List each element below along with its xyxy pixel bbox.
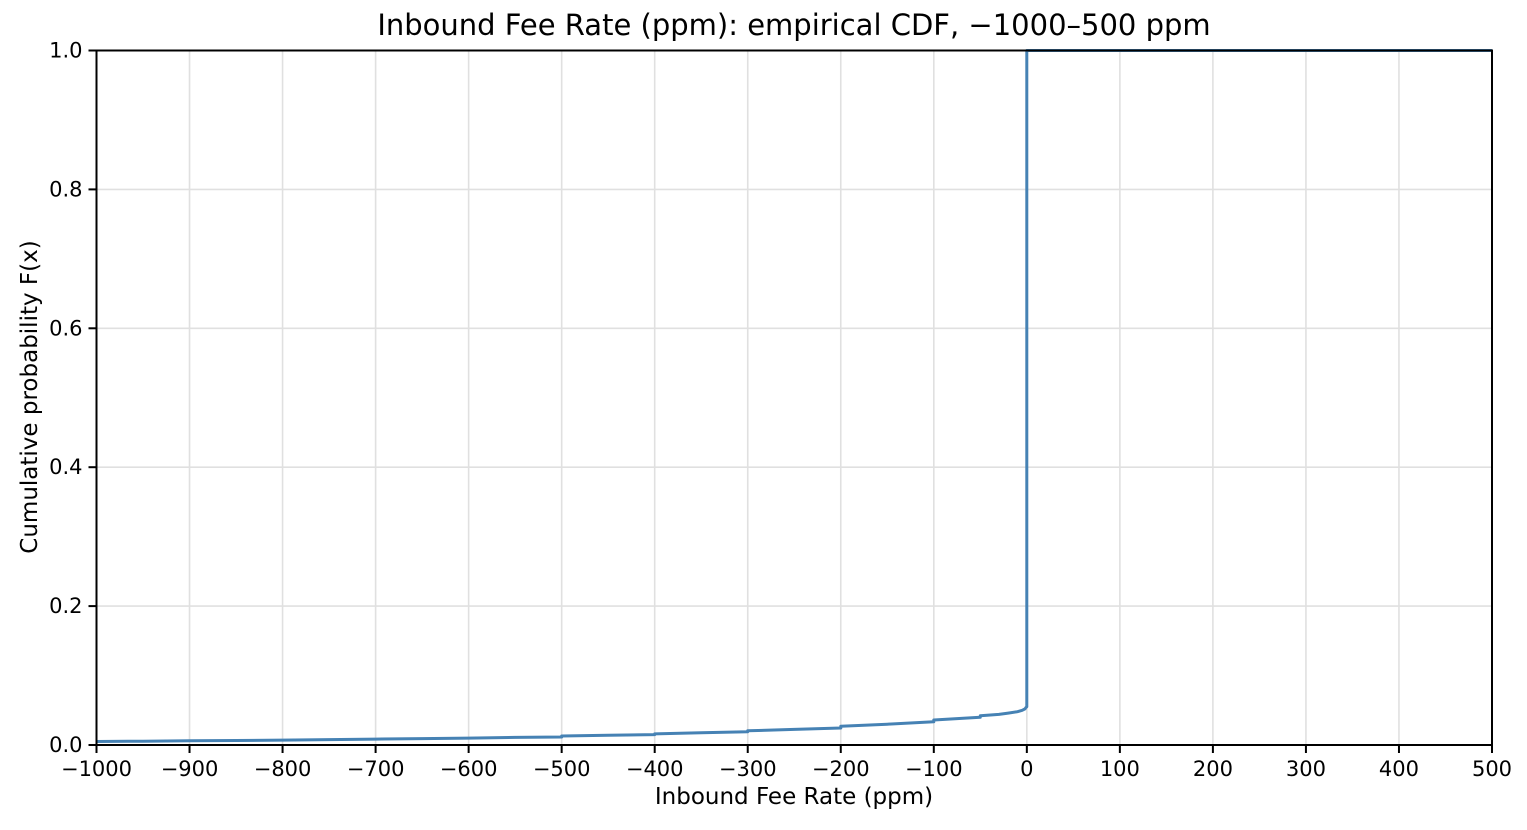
y-tick-label: 0.6	[49, 316, 82, 340]
x-tick-label: 0	[1020, 757, 1033, 781]
x-tick-label: −800	[254, 757, 312, 781]
plot-background	[96, 50, 1492, 745]
x-tick-label: 400	[1379, 757, 1419, 781]
x-tick-label: 100	[1100, 757, 1140, 781]
cdf-line	[96, 49, 1492, 743]
chart-title: Inbound Fee Rate (ppm): empirical CDF, −…	[377, 8, 1211, 42]
x-tick-label: −300	[719, 757, 777, 781]
x-tick-label: −400	[626, 757, 684, 781]
y-tick-label: 0.4	[49, 455, 82, 479]
x-tick-label: 300	[1286, 757, 1326, 781]
y-tick-label: 0.2	[49, 594, 82, 618]
x-axis-label: Inbound Fee Rate (ppm)	[654, 784, 934, 810]
y-tick-label: 0.0	[49, 733, 82, 757]
x-tick-label: −1000	[61, 757, 132, 781]
y-tick-label: 1.0	[49, 39, 82, 63]
x-tick-label: −900	[161, 757, 219, 781]
x-tick-label: 500	[1472, 757, 1512, 781]
axes-spines	[95, 49, 1493, 746]
x-tick-label: −700	[347, 757, 405, 781]
x-tick-label: −500	[533, 757, 591, 781]
x-tick-label: −200	[812, 757, 870, 781]
x-tick-label: −100	[905, 757, 963, 781]
x-tick-label: −600	[440, 757, 498, 781]
x-tick-label: 200	[1193, 757, 1233, 781]
y-tick-label: 0.8	[49, 177, 82, 201]
